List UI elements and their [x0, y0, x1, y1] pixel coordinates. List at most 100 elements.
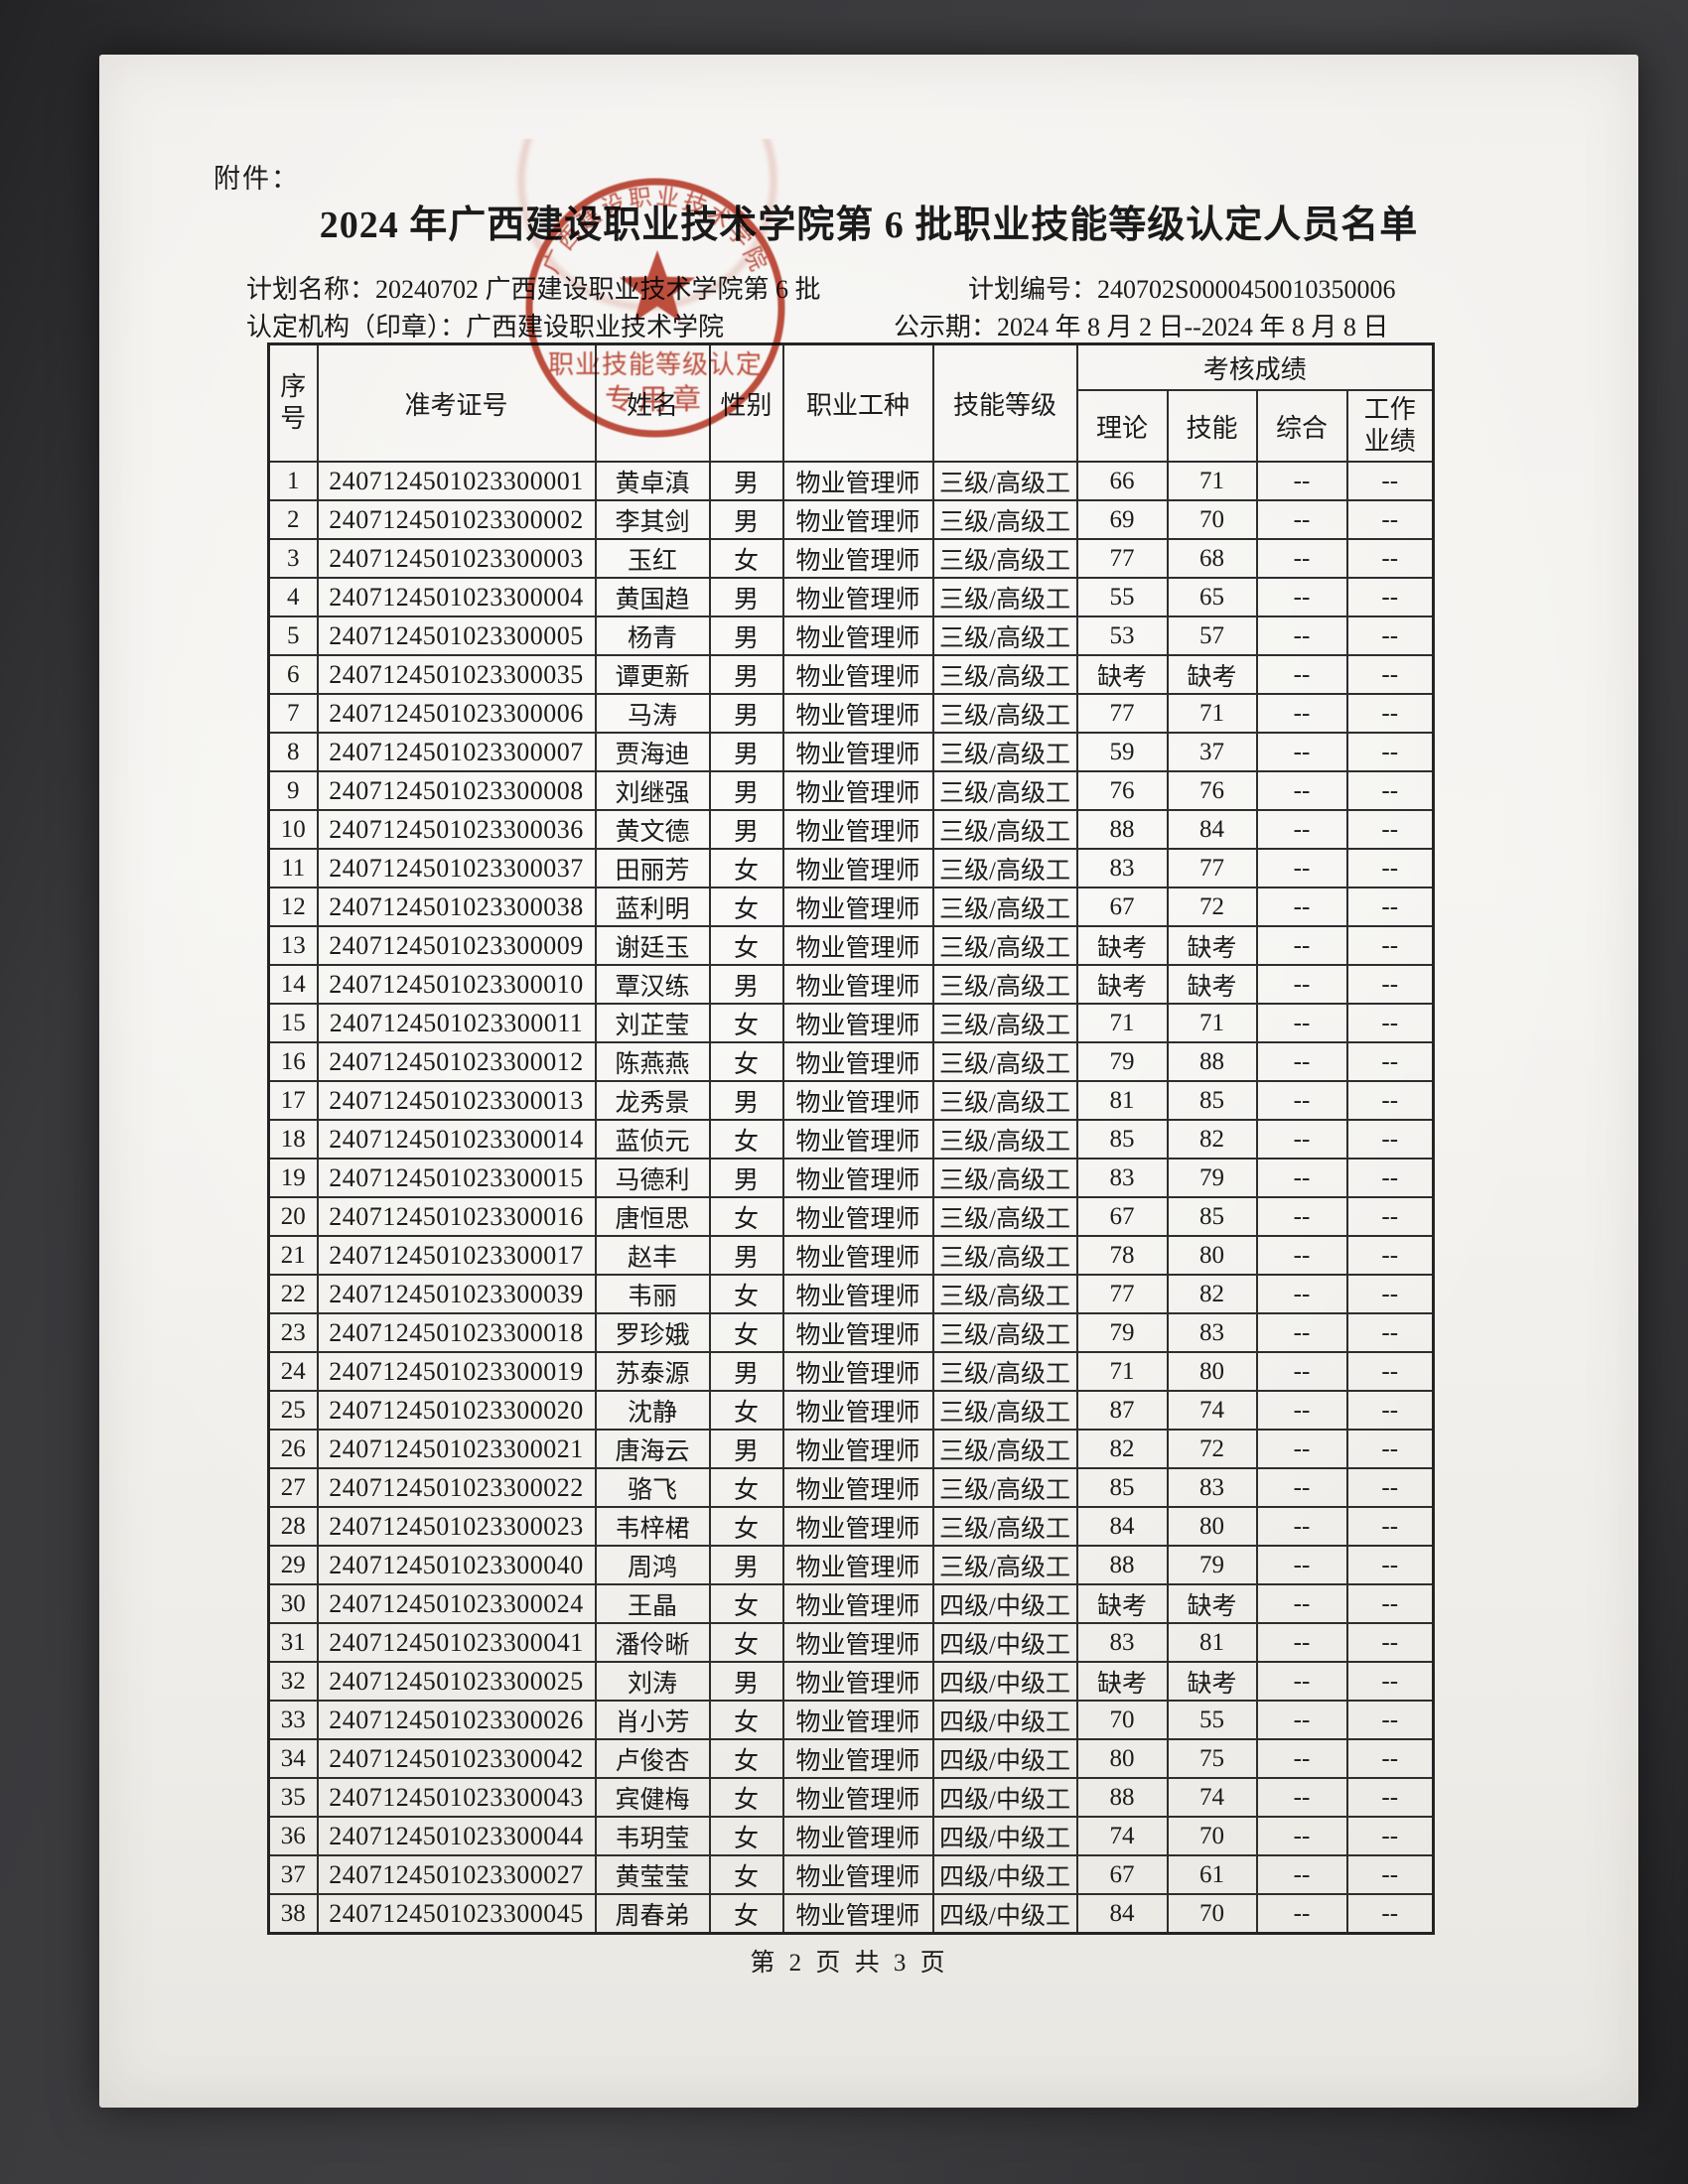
cell-occupation: 物业管理师	[781, 1854, 934, 1895]
cell-skill-score: 79	[1166, 1158, 1258, 1198]
cell-name: 周春弟	[594, 1893, 711, 1935]
cell-skill-score: 71	[1166, 1003, 1258, 1043]
page-title: 2024 年广西建设职业技术学院第 6 批职业技能等级认定人员名单	[319, 205, 1419, 246]
cell-skill-level: 三级/高级工	[931, 654, 1078, 695]
cell-ticket-no: 2407124501023300038	[316, 887, 597, 927]
table-row: 3 2407124501023300003 玉红女物业管理师 三级/高级工 77 68 --…	[267, 538, 1435, 579]
cell-seq: 28	[267, 1506, 319, 1547]
plan-name-line: 计划名称：20240702 广西建设职业技术学院第 6 批	[246, 269, 821, 306]
cell-theory-score: 59	[1075, 732, 1169, 772]
cell-seq: 8	[267, 732, 319, 772]
header-score-group: 考核成绩	[1075, 342, 1435, 391]
cell-theory-score: 67	[1075, 1854, 1169, 1895]
cell-comprehensive-score: --	[1255, 732, 1348, 772]
cell-seq: 6	[267, 654, 319, 695]
cell-name: 杨青	[594, 615, 711, 656]
cell-work-score: --	[1345, 1351, 1435, 1392]
cell-seq: 1	[267, 461, 319, 501]
cell-seq: 16	[267, 1041, 319, 1082]
cell-ticket-no: 2407124501023300022	[316, 1467, 597, 1508]
cell-skill-level: 四级/中级工	[931, 1622, 1078, 1663]
cell-gender: 男	[708, 1158, 784, 1198]
cell-ticket-no: 2407124501023300021	[316, 1429, 597, 1469]
cell-seq: 10	[267, 809, 319, 850]
cell-seq: 20	[267, 1196, 319, 1237]
cell-occupation: 物业管理师	[781, 1506, 934, 1547]
cell-skill-score: 85	[1166, 1080, 1258, 1121]
cell-skill-score: 70	[1166, 1816, 1258, 1856]
cell-skill-level: 四级/中级工	[931, 1700, 1078, 1740]
cell-occupation: 物业管理师	[781, 1119, 934, 1160]
cell-skill-level: 三级/高级工	[931, 1390, 1078, 1431]
cell-skill-score: 72	[1166, 887, 1258, 927]
cell-comprehensive-score: --	[1255, 964, 1348, 1005]
cell-skill-score: 76	[1166, 770, 1258, 811]
cell-gender: 女	[708, 1738, 784, 1779]
cell-gender: 男	[708, 1661, 784, 1702]
cell-seq: 7	[267, 693, 319, 734]
cell-theory-score: 71	[1075, 1351, 1169, 1392]
cell-comprehensive-score: --	[1255, 615, 1348, 656]
cell-seq: 23	[267, 1312, 319, 1353]
cell-name: 龙秀景	[594, 1080, 711, 1121]
table-row: 6 2407124501023300035 谭更新男物业管理师 三级/高级工 缺考 缺考 -…	[267, 654, 1435, 695]
cell-gender: 女	[708, 1506, 784, 1547]
attachment-label: 附件：	[213, 164, 300, 194]
cell-theory-score: 77	[1075, 1274, 1169, 1314]
table-row: 23 2407124501023300018 罗珍娥女物业管理师 三级/高级工 79 83…	[267, 1312, 1435, 1353]
table-row: 4 2407124501023300004 黄国趋男物业管理师 三级/高级工 55 65-…	[267, 577, 1435, 617]
roster-table: 序号 准考证号 姓名 性别 职业工种 技能等级 考核成绩 理论 技能 综合 工作…	[267, 342, 1436, 1935]
cell-occupation: 物业管理师	[781, 1041, 934, 1082]
header-gender: 性别	[708, 342, 784, 463]
table-row: 30 2407124501023300024 王晶女物业管理师 四级/中级工 缺考 缺考 -…	[267, 1583, 1435, 1624]
cell-comprehensive-score: --	[1255, 1003, 1348, 1043]
cell-gender: 男	[708, 1235, 784, 1276]
cell-name: 黄莹莹	[594, 1854, 711, 1895]
cell-gender: 女	[708, 1041, 784, 1082]
table-row: 19 2407124501023300015 马德利男物业管理师 三级/高级工 83 79…	[267, 1158, 1435, 1198]
cell-comprehensive-score: --	[1255, 461, 1348, 501]
cell-comprehensive-score: --	[1255, 1390, 1348, 1431]
cell-work-score: --	[1345, 1235, 1435, 1276]
cell-seq: 31	[267, 1622, 319, 1663]
table-row: 14 2407124501023300010 覃汉练男物业管理师 三级/高级工 缺考 缺考…	[267, 964, 1435, 1005]
cell-theory-score: 83	[1075, 1158, 1169, 1198]
cell-comprehensive-score: --	[1255, 848, 1348, 888]
cell-skill-score: 缺考	[1166, 1661, 1258, 1702]
plan-no-line: 计划编号：240702S0000450010350006	[968, 269, 1395, 306]
cell-gender: 男	[708, 461, 784, 501]
cell-occupation: 物业管理师	[781, 887, 934, 927]
table-row: 20 2407124501023300016 唐恒思女物业管理师 三级/高级工 67 85…	[267, 1196, 1435, 1237]
cell-skill-level: 三级/高级工	[931, 693, 1078, 734]
cell-occupation: 物业管理师	[781, 1661, 934, 1702]
table-row: 33 2407124501023300026 肖小芳女物业管理师 四级/中级工 70 55…	[267, 1700, 1435, 1740]
cell-ticket-no: 2407124501023300015	[316, 1158, 597, 1198]
cell-occupation: 物业管理师	[781, 1158, 934, 1198]
cell-name: 李其剑	[594, 499, 711, 540]
cell-seq: 27	[267, 1467, 319, 1508]
cell-name: 玉红	[594, 538, 711, 579]
cell-work-score: --	[1345, 1545, 1435, 1585]
cell-name: 韦丽	[594, 1274, 711, 1314]
cell-skill-level: 三级/高级工	[931, 1003, 1078, 1043]
cell-skill-score: 70	[1166, 499, 1258, 540]
cell-comprehensive-score: --	[1255, 1041, 1348, 1082]
header-ticket-no: 准考证号	[316, 342, 597, 463]
cell-seq: 33	[267, 1700, 319, 1740]
cell-occupation: 物业管理师	[781, 1003, 934, 1043]
cell-occupation: 物业管理师	[781, 538, 934, 579]
cell-ticket-no: 2407124501023300039	[316, 1274, 597, 1314]
cell-skill-level: 三级/高级工	[931, 1351, 1078, 1392]
cell-theory-score: 79	[1075, 1041, 1169, 1082]
cell-theory-score: 84	[1075, 1506, 1169, 1547]
cell-gender: 女	[708, 1274, 784, 1314]
cell-gender: 男	[708, 577, 784, 617]
cell-work-score: --	[1345, 1274, 1435, 1314]
cell-name: 谢廷玉	[594, 925, 711, 966]
cell-skill-level: 三级/高级工	[931, 1545, 1078, 1585]
table-row: 29 2407124501023300040 周鸿男物业管理师 三级/高级工 88 79-…	[267, 1545, 1435, 1585]
org-label: 认定机构（印章）：	[246, 313, 467, 341]
cell-skill-level: 三级/高级工	[931, 1467, 1078, 1508]
cell-comprehensive-score: --	[1255, 1893, 1348, 1935]
cell-skill-score: 55	[1166, 1700, 1258, 1740]
